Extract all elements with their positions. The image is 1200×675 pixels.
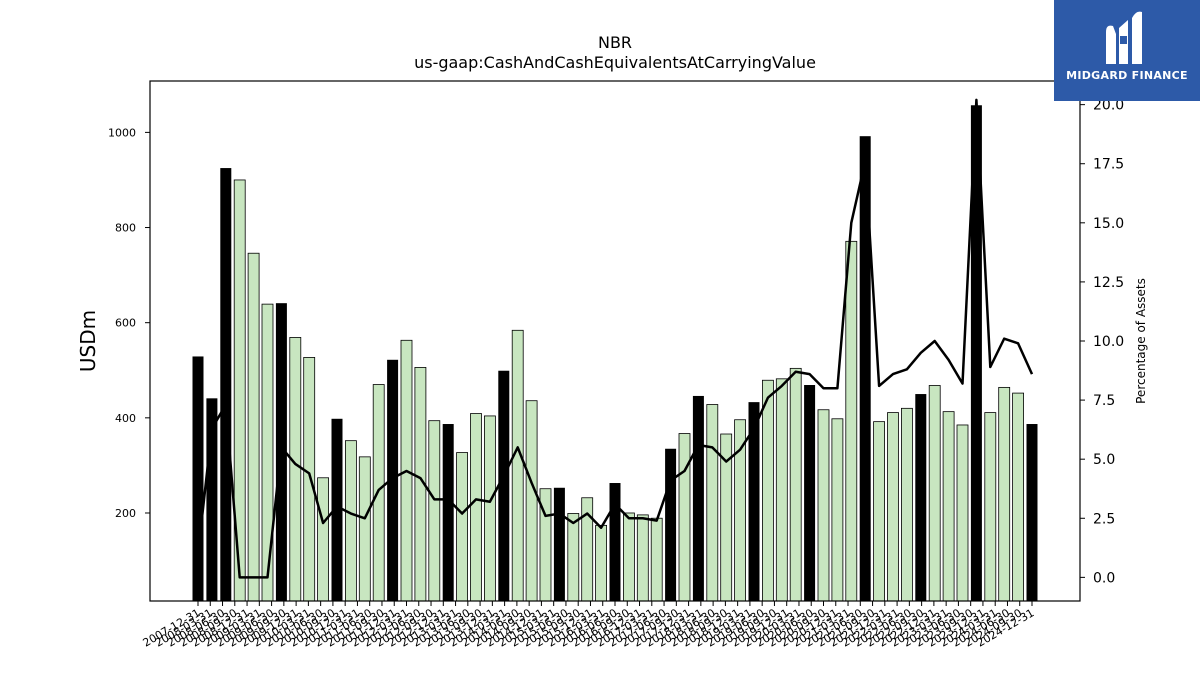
bar bbox=[748, 402, 760, 601]
bar bbox=[511, 329, 524, 602]
bar bbox=[344, 440, 357, 602]
bar bbox=[483, 415, 496, 602]
bar bbox=[1012, 392, 1024, 602]
y-tick-label: 600 bbox=[115, 317, 136, 330]
bar bbox=[734, 419, 746, 602]
midgard-logo: MIDGARD FINANCE bbox=[1054, 0, 1200, 101]
y-tick-label: 400 bbox=[115, 412, 136, 425]
bar bbox=[289, 337, 302, 602]
bar bbox=[859, 136, 871, 601]
bar bbox=[692, 395, 704, 601]
bar bbox=[762, 379, 774, 602]
bar bbox=[650, 517, 663, 602]
bar bbox=[498, 370, 510, 601]
bar bbox=[956, 424, 969, 602]
chart-subtitle: us-gaap:CashAndCashEquivalentsAtCarrying… bbox=[414, 53, 816, 72]
y-tick-label: 200 bbox=[115, 507, 136, 520]
bar bbox=[901, 407, 913, 602]
bar bbox=[525, 400, 538, 602]
bar bbox=[942, 411, 955, 602]
bar bbox=[873, 421, 885, 602]
bar bbox=[358, 456, 371, 602]
bar bbox=[706, 404, 719, 602]
chart-title: NBR bbox=[598, 33, 632, 52]
bar bbox=[456, 452, 469, 602]
midgard-logo-icon bbox=[1106, 11, 1142, 65]
bar bbox=[970, 105, 982, 602]
line-group bbox=[196, 98, 1034, 579]
bar bbox=[804, 385, 816, 601]
bar bbox=[428, 420, 441, 602]
bar bbox=[567, 513, 580, 602]
bar bbox=[915, 394, 927, 601]
bar bbox=[192, 356, 204, 601]
bar bbox=[845, 240, 858, 602]
y-tick-label: 800 bbox=[115, 222, 136, 235]
pct-assets-line bbox=[196, 98, 1034, 579]
bars-group bbox=[192, 105, 1038, 602]
bar bbox=[623, 512, 635, 602]
y2-tick-label: 7.5 bbox=[1093, 393, 1115, 409]
bar bbox=[636, 514, 649, 602]
bar bbox=[442, 424, 454, 601]
bar bbox=[206, 398, 218, 601]
bar bbox=[678, 433, 691, 602]
bar bbox=[775, 378, 788, 602]
y2-tick-label: 5.0 bbox=[1093, 452, 1115, 468]
y2-tick-label: 17.5 bbox=[1093, 157, 1124, 173]
bar bbox=[887, 412, 899, 602]
y2-tick-label: 20.0 bbox=[1093, 98, 1124, 114]
bar bbox=[789, 367, 802, 602]
bar bbox=[220, 168, 232, 602]
bar bbox=[998, 386, 1011, 602]
bar bbox=[928, 385, 941, 602]
y2-tick-label: 15.0 bbox=[1093, 216, 1124, 232]
bar bbox=[595, 524, 607, 602]
bar bbox=[665, 448, 677, 601]
bar bbox=[247, 252, 260, 602]
y2-axis-label: Percentage of Assets bbox=[1134, 278, 1148, 404]
y-tick-label: 1000 bbox=[108, 126, 136, 139]
bar bbox=[831, 418, 844, 602]
bar bbox=[1026, 424, 1038, 601]
bar bbox=[553, 487, 565, 601]
logo-text: MIDGARD FINANCE bbox=[1066, 69, 1188, 82]
bar bbox=[261, 303, 274, 602]
y2-tick-label: 0.0 bbox=[1093, 570, 1115, 586]
y2-tick-label: 2.5 bbox=[1093, 511, 1115, 527]
bar bbox=[817, 409, 830, 602]
bar bbox=[331, 418, 343, 601]
y-axis-label: USDm bbox=[76, 310, 100, 372]
bar bbox=[609, 483, 621, 601]
y2-tick-label: 12.5 bbox=[1093, 275, 1124, 291]
y2-tick-label: 10.0 bbox=[1093, 334, 1124, 350]
axes-group: 200 400 600 800 1000 0.0 2.5 5.0 7.5 10.0 12.5 15.0… bbox=[108, 80, 1124, 650]
bar bbox=[303, 357, 316, 602]
bar bbox=[387, 359, 399, 601]
bar bbox=[984, 412, 997, 602]
bar bbox=[372, 384, 385, 602]
bar bbox=[470, 413, 482, 602]
bar bbox=[317, 477, 330, 602]
